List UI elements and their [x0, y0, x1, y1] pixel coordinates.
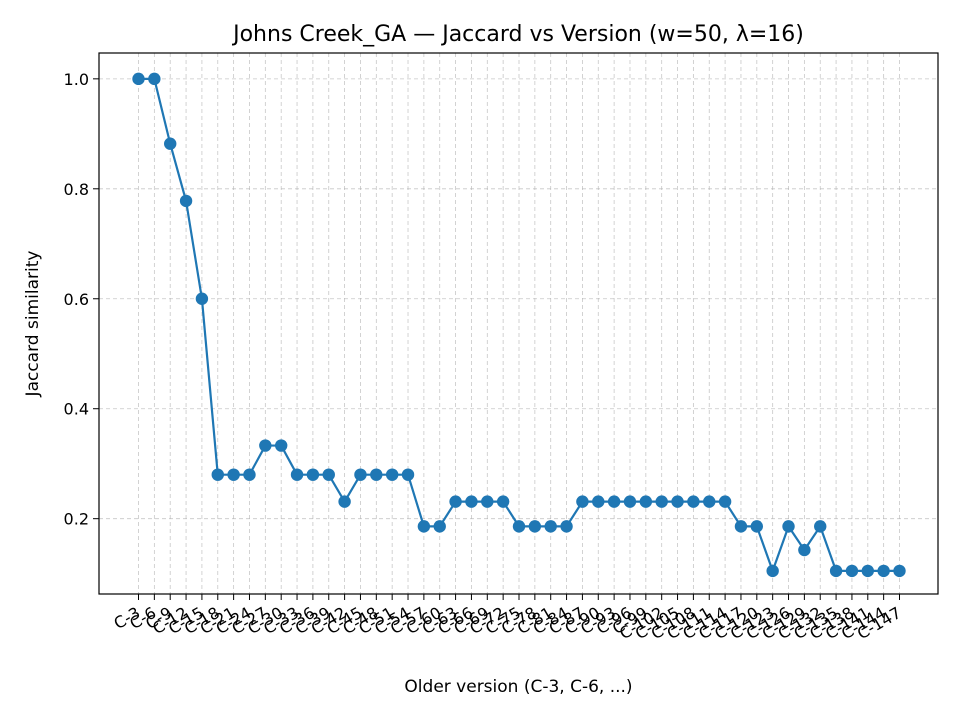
y-axis-label: Jaccard similarity: [23, 251, 43, 398]
data-point: [782, 520, 795, 533]
data-point: [687, 495, 700, 508]
data-point: [227, 468, 240, 481]
data-point: [274, 439, 288, 452]
data-point: [148, 72, 161, 86]
data-point: [179, 194, 193, 208]
data-point: [290, 468, 304, 481]
data-point: [512, 520, 526, 533]
y-tick-label: 1.0: [64, 70, 89, 89]
data-point: [195, 292, 209, 305]
data-point: [401, 468, 415, 481]
data-point: [306, 468, 320, 481]
chart-title: Johns Creek_GA — Jaccard vs Version (w=5…: [231, 22, 804, 47]
data-point: [877, 564, 890, 578]
data-point: [766, 564, 779, 578]
data-point: [243, 468, 256, 481]
data-point: [449, 495, 462, 508]
data-point: [798, 543, 811, 557]
data-point: [639, 495, 653, 508]
x-axis: C-3C-6C-9C-12C-15C-18C-21C-24C-27C-30C-3…: [111, 594, 905, 643]
data-point: [607, 495, 621, 508]
data-point: [338, 495, 351, 508]
data-point: [465, 495, 478, 508]
data-point: [385, 468, 399, 481]
data-point: [560, 520, 573, 533]
data-point: [703, 495, 716, 508]
y-tick-label: 0.4: [64, 400, 89, 419]
y-axis: 0.2 0.4 0.6 0.8 1.0: [64, 70, 99, 529]
data-point: [481, 495, 494, 508]
y-tick-label: 0.8: [64, 180, 89, 199]
data-point: [734, 520, 748, 533]
data-point: [417, 520, 431, 533]
data-point: [861, 564, 874, 578]
data-point: [655, 495, 668, 508]
data-point: [829, 564, 843, 578]
data-point: [496, 495, 510, 508]
y-tick-label: 0.2: [64, 510, 89, 529]
data-point: [259, 439, 272, 452]
y-tick-label: 0.6: [64, 290, 89, 309]
data-point: [322, 468, 335, 481]
data-point: [576, 495, 589, 508]
data-point: [750, 520, 764, 533]
data-point: [528, 520, 542, 533]
data-point: [211, 468, 224, 481]
data-point: [623, 495, 637, 508]
series-layer: [132, 72, 906, 578]
data-point: [845, 564, 859, 578]
data-point: [893, 564, 906, 578]
data-point: [592, 495, 605, 508]
data-point: [164, 137, 177, 150]
data-point: [718, 495, 732, 508]
data-point: [354, 468, 367, 481]
data-point: [132, 72, 145, 86]
data-point: [433, 520, 446, 533]
data-point: [671, 495, 684, 508]
data-point: [814, 520, 827, 533]
x-axis-label: Older version (C-3, C-6, ...): [404, 677, 632, 697]
data-point: [544, 520, 557, 533]
data-point: [370, 468, 383, 481]
